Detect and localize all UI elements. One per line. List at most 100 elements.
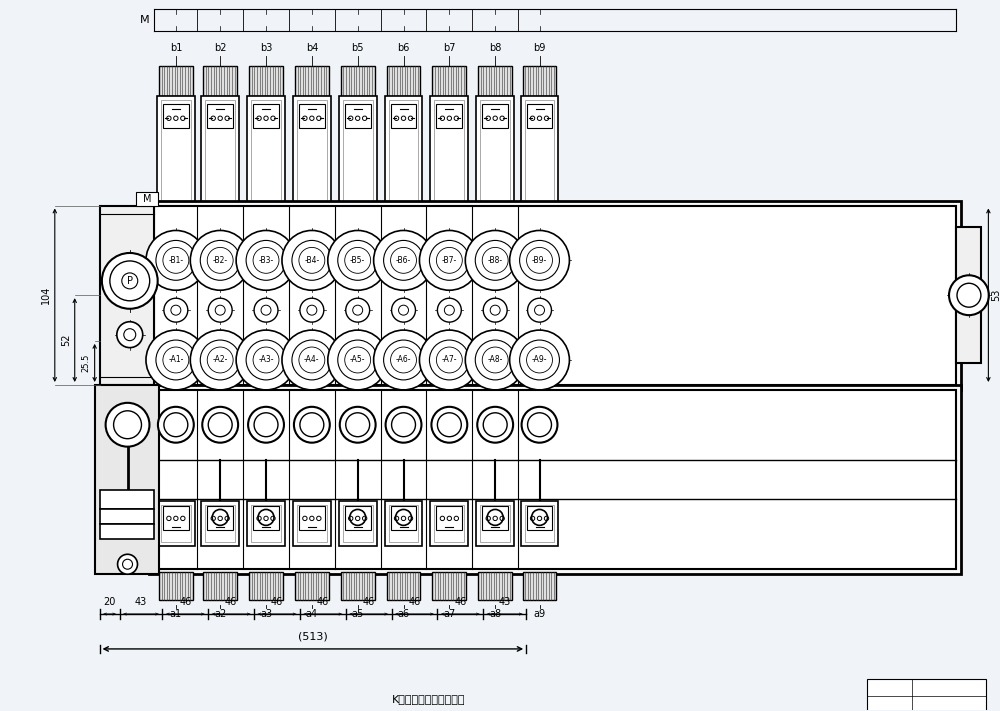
Circle shape (190, 230, 250, 290)
Text: -A9-: -A9- (532, 356, 547, 365)
Circle shape (292, 240, 332, 280)
Bar (154, 390, 956, 570)
Circle shape (117, 321, 143, 348)
Text: -B7-: -B7- (442, 256, 457, 265)
Circle shape (419, 330, 479, 390)
Bar (203, 572, 237, 600)
Text: -A3-: -A3- (258, 356, 274, 365)
Bar (480, 506, 510, 542)
Circle shape (340, 407, 376, 443)
Bar (136, 191, 158, 205)
Text: a3: a3 (260, 609, 272, 619)
Bar (163, 104, 189, 128)
Bar (251, 100, 281, 201)
Text: -B9-: -B9- (532, 256, 547, 265)
Text: b1: b1 (170, 43, 182, 53)
Text: -B3-: -B3- (258, 256, 274, 265)
Text: P: P (127, 276, 133, 286)
Circle shape (957, 283, 981, 307)
Circle shape (431, 407, 467, 443)
Bar (430, 501, 468, 546)
Bar (251, 506, 281, 542)
Circle shape (527, 247, 552, 273)
Circle shape (300, 298, 324, 322)
Bar (391, 104, 416, 128)
Bar (100, 205, 154, 385)
Text: 46: 46 (363, 597, 375, 607)
Text: b7: b7 (443, 43, 456, 53)
Circle shape (282, 230, 342, 290)
Circle shape (475, 340, 515, 380)
Circle shape (253, 247, 279, 273)
Circle shape (482, 347, 508, 373)
Circle shape (200, 340, 240, 380)
Circle shape (374, 230, 433, 290)
Text: a8: a8 (489, 609, 501, 619)
Bar (476, 501, 514, 546)
Bar (149, 385, 961, 574)
Circle shape (483, 413, 507, 437)
Text: K向（去除部分零算件）: K向（去除部分零算件） (392, 694, 465, 704)
Circle shape (465, 230, 525, 290)
Bar (480, 100, 510, 201)
Text: -A8-: -A8- (487, 356, 503, 365)
Circle shape (350, 510, 366, 525)
Bar (161, 100, 191, 201)
Circle shape (202, 407, 238, 443)
Circle shape (102, 253, 158, 309)
Bar (434, 506, 464, 542)
Text: M: M (140, 15, 149, 25)
Text: 20: 20 (103, 597, 116, 607)
Circle shape (163, 247, 189, 273)
Circle shape (246, 240, 286, 280)
Circle shape (384, 340, 423, 380)
Circle shape (482, 247, 508, 273)
Bar (247, 501, 285, 546)
Text: b5: b5 (351, 43, 364, 53)
Circle shape (146, 330, 206, 390)
Bar (387, 572, 420, 600)
Bar (159, 66, 193, 96)
Circle shape (346, 298, 370, 322)
Bar (295, 66, 329, 96)
Circle shape (163, 347, 189, 373)
Bar (434, 100, 464, 201)
Circle shape (124, 328, 136, 341)
Bar (249, 572, 283, 600)
Text: -B2-: -B2- (213, 256, 228, 265)
Circle shape (396, 510, 411, 525)
Circle shape (236, 330, 296, 390)
Circle shape (106, 403, 149, 447)
Circle shape (419, 230, 479, 290)
Text: b3: b3 (260, 43, 272, 53)
Bar (525, 100, 554, 201)
Circle shape (207, 347, 233, 373)
Bar (523, 66, 556, 96)
Text: a2: a2 (214, 609, 226, 619)
Bar (521, 96, 558, 205)
Circle shape (346, 413, 370, 437)
Circle shape (254, 298, 278, 322)
Text: -B5-: -B5- (350, 256, 365, 265)
Bar (345, 104, 371, 128)
Bar (341, 572, 375, 600)
Circle shape (299, 247, 325, 273)
Bar (247, 96, 285, 205)
Circle shape (215, 305, 225, 315)
Text: a1: a1 (170, 609, 182, 619)
Circle shape (520, 340, 559, 380)
Bar (201, 96, 239, 205)
Bar (159, 572, 193, 600)
Circle shape (299, 347, 325, 373)
Bar (253, 104, 279, 128)
Bar (527, 104, 552, 128)
Circle shape (208, 413, 232, 437)
Circle shape (246, 340, 286, 380)
Bar (430, 96, 468, 205)
Bar (387, 66, 420, 96)
Circle shape (444, 305, 454, 315)
Text: a9: a9 (533, 609, 546, 619)
Circle shape (110, 261, 150, 301)
Text: -A4-: -A4- (304, 356, 320, 365)
Circle shape (345, 247, 371, 273)
